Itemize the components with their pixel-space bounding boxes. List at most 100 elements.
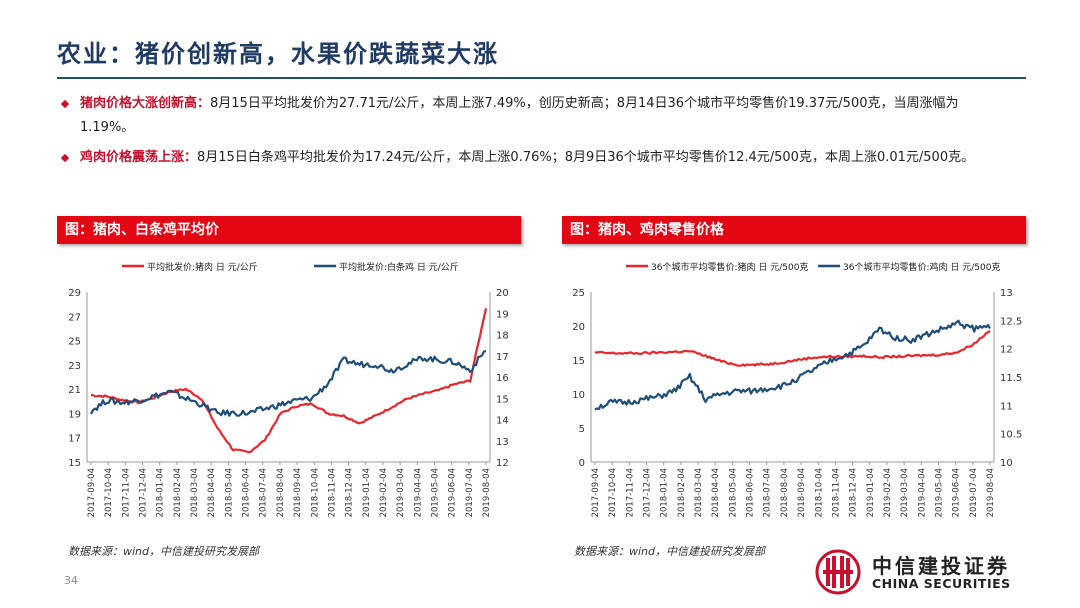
x-tick-label: 2017-09-04 [87, 468, 97, 517]
x-tick-label: 2018-09-04 [797, 468, 807, 517]
x-tick-label: 2018-01-04 [660, 468, 670, 517]
y-left-tick-label: 21 [68, 385, 81, 396]
y-left-tick-label: 27 [68, 312, 81, 323]
y-right-tick-label: 11.5 [1000, 373, 1022, 384]
x-tick-label: 2017-11-04 [121, 468, 131, 517]
x-tick-label: 2019-06-04 [952, 468, 962, 517]
x-tick-label: 2019-05-04 [934, 468, 944, 517]
bullet-text: 8月15日平均批发价为27.71元/公斤，本周上涨7.49%，创历史新高；8月1… [80, 96, 959, 135]
x-tick-label: 2018-06-04 [242, 468, 252, 517]
x-tick-label: 2018-04-04 [207, 468, 217, 517]
logo-text-cn: 中信建投证券 [872, 554, 1010, 578]
x-tick-label: 2017-10-04 [608, 468, 618, 517]
page-number: 34 [64, 574, 78, 587]
y-left-tick-label: 25 [68, 337, 81, 348]
x-tick-label: 2017-11-04 [625, 468, 635, 517]
y-left-tick-label: 23 [68, 361, 81, 372]
x-tick-label: 2019-01-04 [362, 468, 372, 517]
bullet-dot-icon [60, 153, 70, 163]
left-source-note: 数据来源：wind，中信建投研究发展部 [68, 545, 260, 558]
x-tick-label: 2018-12-04 [849, 468, 859, 517]
x-tick-label: 2018-09-04 [293, 468, 303, 517]
y-right-tick-label: 18 [496, 331, 509, 342]
x-tick-label: 2018-11-04 [327, 468, 337, 517]
x-tick-label: 2018-08-04 [780, 468, 790, 517]
x-tick-label: 2019-04-04 [413, 468, 423, 517]
y-right-tick-label: 10 [1000, 458, 1013, 469]
series-line-chicken [594, 319, 991, 411]
x-tick-label: 2018-03-04 [190, 468, 200, 517]
right-panel-title: 图：猪肉、鸡肉零售价格 [562, 216, 1026, 244]
x-tick-label: 2019-02-04 [883, 468, 893, 517]
y-right-tick-label: 13 [496, 437, 509, 448]
y-right-tick-label: 12 [496, 458, 509, 469]
x-tick-label: 2019-08-04 [986, 468, 996, 517]
x-tick-label: 2019-01-04 [866, 468, 876, 517]
x-tick-label: 2018-11-04 [831, 468, 841, 517]
y-right-tick-label: 12.5 [1000, 316, 1022, 327]
x-tick-label: 2019-07-04 [969, 468, 979, 517]
y-left-tick-label: 10 [572, 390, 585, 401]
y-left-tick-label: 0 [579, 458, 585, 469]
y-right-tick-label: 11 [1000, 401, 1013, 412]
bullet-lead: 猪肉价格大涨创新高： [80, 96, 211, 111]
y-left-tick-label: 25 [572, 288, 585, 299]
right-chart: 36个城市平均零售价:猪肉 日 元/500克 36个城市平均零售价:鸡肉 日 元/… [572, 261, 1022, 517]
x-tick-label: 2019-06-04 [448, 468, 458, 517]
y-right-tick-label: 20 [496, 288, 509, 299]
y-left-tick-label: 20 [572, 322, 585, 333]
x-tick-label: 2018-12-04 [345, 468, 355, 517]
series-line-chicken [90, 350, 487, 417]
x-tick-label: 2017-09-04 [591, 468, 601, 517]
x-tick-label: 2017-10-04 [104, 468, 114, 517]
y-right-tick-label: 17 [496, 352, 509, 363]
legend-label: 平均批发价:猪肉 日 元/公斤 [147, 261, 258, 273]
x-tick-label: 2019-05-04 [430, 468, 440, 517]
legend-label: 36个城市平均零售价:猪肉 日 元/500克 [651, 261, 808, 273]
x-tick-label: 2018-01-04 [156, 468, 166, 517]
x-tick-label: 2019-08-04 [482, 468, 492, 517]
y-right-tick-label: 13 [1000, 288, 1013, 299]
y-left-tick-label: 15 [572, 356, 585, 367]
x-tick-label: 2018-05-04 [728, 468, 738, 517]
y-left-tick-label: 17 [68, 434, 81, 445]
left-chart: 平均批发价:猪肉 日 元/公斤 平均批发价:白条鸡 日 元/公斤 29 27 25 23 2… [68, 261, 509, 517]
bullet-lead: 鸡肉价格震荡上涨： [80, 150, 198, 165]
page-title: 农业：猪价创新高，水果价跌蔬菜大涨 [57, 40, 499, 68]
x-tick-label: 2017-12-04 [139, 468, 149, 517]
y-right-tick-label: 10.5 [1000, 430, 1022, 441]
x-tick-label: 2018-05-04 [224, 468, 234, 517]
y-left-tick-label: 15 [68, 458, 81, 469]
bullet-text: 8月15日白条鸡平均批发价为17.24元/公斤，本周上涨0.76%；8月9日36… [197, 150, 975, 165]
x-tick-label: 2018-06-04 [746, 468, 756, 517]
x-tick-label: 2018-07-04 [763, 468, 773, 517]
x-tick-label: 2018-10-04 [310, 468, 320, 517]
x-tick-label: 2019-03-04 [900, 468, 910, 517]
bullet-list: 猪肉价格大涨创新高：8月15日平均批发价为27.71元/公斤，本周上涨7.49%… [60, 92, 1012, 176]
bullet-pork: 猪肉价格大涨创新高：8月15日平均批发价为27.71元/公斤，本周上涨7.49%… [60, 92, 1012, 140]
bullet-chicken: 鸡肉价格震荡上涨：8月15日白条鸡平均批发价为17.24元/公斤，本周上涨0.7… [60, 146, 1012, 170]
y-right-tick-label: 15 [496, 394, 509, 405]
right-source-note: 数据来源：wind，中信建投研究发展部 [574, 545, 766, 558]
x-tick-label: 2019-03-04 [396, 468, 406, 517]
bullet-dot-icon [60, 99, 70, 109]
x-tick-label: 2018-04-04 [711, 468, 721, 517]
logo-text-en: CHINA SECURITIES [872, 576, 1011, 591]
y-right-tick-label: 16 [496, 373, 509, 384]
series-line-pork [91, 308, 488, 454]
left-panel-title: 图：猪肉、白条鸡平均价 [57, 216, 521, 244]
logo-emblem-icon [815, 549, 861, 595]
y-right-tick-label: 14 [496, 416, 509, 427]
x-tick-label: 2018-08-04 [276, 468, 286, 517]
y-right-tick-label: 19 [496, 309, 509, 320]
x-tick-label: 2018-02-04 [677, 468, 687, 517]
legend-label: 36个城市平均零售价:鸡肉 日 元/500克 [843, 261, 1000, 273]
y-left-tick-label: 29 [68, 288, 81, 299]
x-tick-label: 2019-07-04 [465, 468, 475, 517]
y-left-tick-label: 19 [68, 409, 81, 420]
x-tick-label: 2018-03-04 [694, 468, 704, 517]
x-tick-label: 2018-02-04 [173, 468, 183, 517]
title-divider [57, 77, 1026, 79]
x-tick-label: 2019-04-04 [917, 468, 927, 517]
company-logo: 中信建投证券 CHINA SECURITIES [812, 548, 1042, 596]
